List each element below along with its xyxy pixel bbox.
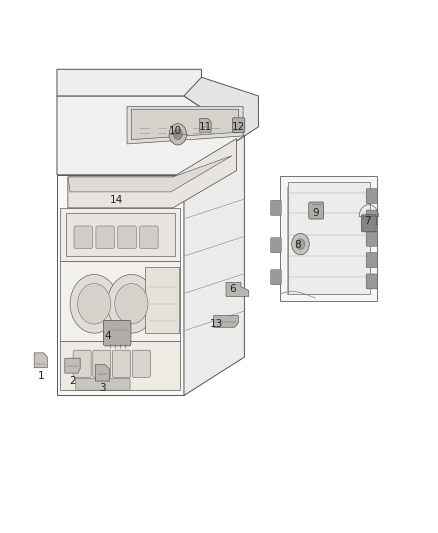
- FancyBboxPatch shape: [366, 210, 378, 225]
- FancyBboxPatch shape: [132, 350, 150, 377]
- FancyBboxPatch shape: [73, 350, 91, 377]
- Circle shape: [296, 239, 305, 249]
- Polygon shape: [60, 261, 180, 341]
- Text: 3: 3: [99, 383, 106, 393]
- Polygon shape: [68, 139, 237, 208]
- FancyBboxPatch shape: [93, 350, 111, 377]
- Polygon shape: [127, 107, 243, 144]
- FancyBboxPatch shape: [140, 226, 158, 248]
- Text: 1: 1: [38, 371, 45, 381]
- Polygon shape: [288, 182, 370, 294]
- FancyBboxPatch shape: [96, 226, 114, 248]
- Polygon shape: [60, 341, 180, 390]
- Text: 7: 7: [364, 216, 371, 226]
- Text: 10: 10: [169, 126, 182, 135]
- FancyBboxPatch shape: [103, 320, 131, 346]
- Text: 14: 14: [110, 195, 123, 205]
- Circle shape: [78, 284, 111, 324]
- FancyBboxPatch shape: [118, 226, 136, 248]
- Text: 11: 11: [198, 122, 212, 132]
- Text: 9: 9: [312, 208, 319, 218]
- Text: 4: 4: [104, 331, 111, 341]
- Polygon shape: [226, 282, 249, 296]
- Polygon shape: [57, 175, 184, 395]
- FancyBboxPatch shape: [366, 274, 378, 289]
- FancyBboxPatch shape: [366, 253, 378, 268]
- Polygon shape: [34, 353, 47, 368]
- Polygon shape: [184, 136, 244, 395]
- Polygon shape: [60, 208, 180, 261]
- Polygon shape: [65, 358, 80, 373]
- Circle shape: [107, 274, 155, 333]
- FancyBboxPatch shape: [271, 270, 281, 285]
- Polygon shape: [95, 365, 110, 381]
- Circle shape: [70, 274, 118, 333]
- Polygon shape: [66, 213, 175, 256]
- FancyBboxPatch shape: [76, 378, 130, 390]
- Circle shape: [169, 124, 187, 145]
- Text: 6: 6: [229, 284, 236, 294]
- FancyBboxPatch shape: [113, 350, 131, 377]
- FancyBboxPatch shape: [366, 231, 378, 246]
- Text: 8: 8: [294, 240, 301, 250]
- FancyBboxPatch shape: [271, 238, 281, 253]
- FancyBboxPatch shape: [366, 189, 378, 204]
- Text: 13: 13: [210, 319, 223, 329]
- Polygon shape: [280, 176, 377, 301]
- Text: 2: 2: [69, 376, 76, 386]
- Polygon shape: [57, 96, 244, 175]
- FancyBboxPatch shape: [361, 215, 376, 232]
- Circle shape: [173, 129, 182, 140]
- FancyBboxPatch shape: [309, 202, 324, 219]
- Text: 12: 12: [232, 122, 245, 132]
- Circle shape: [115, 284, 148, 324]
- Polygon shape: [214, 316, 238, 327]
- Polygon shape: [145, 266, 179, 333]
- Polygon shape: [184, 77, 258, 136]
- Polygon shape: [131, 109, 239, 140]
- FancyBboxPatch shape: [233, 118, 245, 133]
- FancyBboxPatch shape: [271, 200, 281, 215]
- Polygon shape: [68, 156, 232, 192]
- Polygon shape: [57, 69, 201, 96]
- FancyBboxPatch shape: [74, 226, 92, 248]
- Circle shape: [292, 233, 309, 255]
- Polygon shape: [200, 118, 211, 132]
